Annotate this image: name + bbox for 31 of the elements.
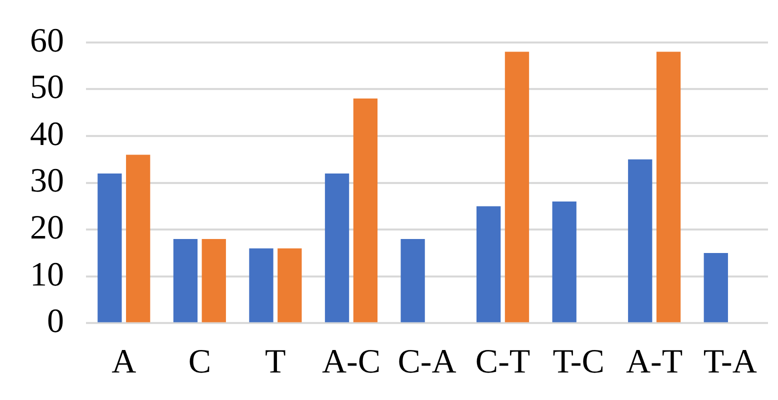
y-tick-label: 30: [30, 162, 64, 200]
x-tick-label: T-A: [703, 344, 758, 381]
bar: [552, 202, 576, 322]
bar: [400, 238, 425, 322]
bar: [704, 253, 728, 322]
bar: [656, 52, 681, 322]
x-tick-label: C-T: [475, 344, 530, 381]
y-tick-label: 60: [30, 22, 64, 60]
x-tick-label: T: [265, 344, 286, 381]
bar: [173, 238, 198, 322]
y-tick-label: 50: [30, 69, 64, 106]
y-tick-label: 40: [30, 116, 64, 153]
y-tick-label: 20: [30, 210, 64, 247]
bar: [628, 159, 652, 322]
bar: [324, 173, 350, 322]
y-tick-label: 0: [47, 303, 64, 340]
x-tick-label: T-C: [552, 344, 604, 381]
x-tick-label: A-T: [626, 344, 683, 381]
x-tick-label: C: [188, 344, 212, 381]
bar: [476, 206, 501, 322]
bar: [98, 173, 122, 322]
bar: [126, 154, 150, 322]
x-tick-label: A: [112, 344, 137, 381]
bar: [353, 98, 378, 322]
x-tick-label: C-A: [398, 344, 457, 381]
bar: [278, 248, 302, 322]
bar: [202, 238, 226, 322]
bar: [249, 248, 274, 322]
bar: [504, 52, 530, 322]
y-tick-label: 10: [30, 256, 64, 294]
x-tick-label: A-C: [322, 344, 381, 381]
